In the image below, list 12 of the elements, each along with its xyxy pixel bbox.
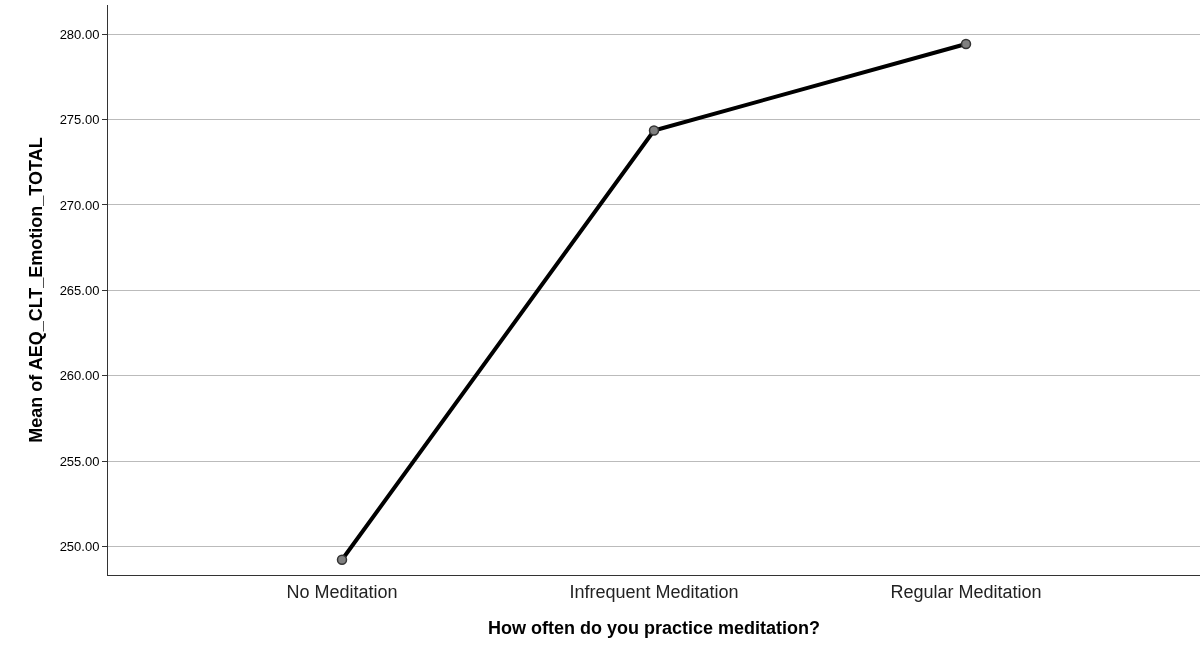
y-tick-label: 280.00 [59, 26, 100, 42]
x-axis-title: How often do you practice meditation? [487, 617, 821, 638]
x-tick-label: Infrequent Meditation [569, 581, 739, 602]
y-tick-label: 275.00 [59, 112, 100, 128]
y-tick-label: 265.00 [59, 282, 100, 298]
x-tick-label: No Meditation [286, 581, 398, 602]
y-tick-label: 250.00 [59, 539, 100, 555]
y-tick-label: 270.00 [59, 197, 100, 213]
y-tick-label: 260.00 [59, 368, 100, 384]
y-tick-label: 255.00 [59, 453, 100, 469]
x-tick-label: Regular Meditation [890, 581, 1042, 602]
y-axis-title: Mean of AEQ_CLT_Emotion_TOTAL [25, 137, 46, 443]
